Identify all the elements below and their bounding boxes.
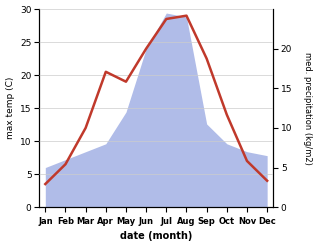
Y-axis label: med. precipitation (kg/m2): med. precipitation (kg/m2) <box>303 52 313 165</box>
Y-axis label: max temp (C): max temp (C) <box>5 77 15 139</box>
X-axis label: date (month): date (month) <box>120 231 192 242</box>
